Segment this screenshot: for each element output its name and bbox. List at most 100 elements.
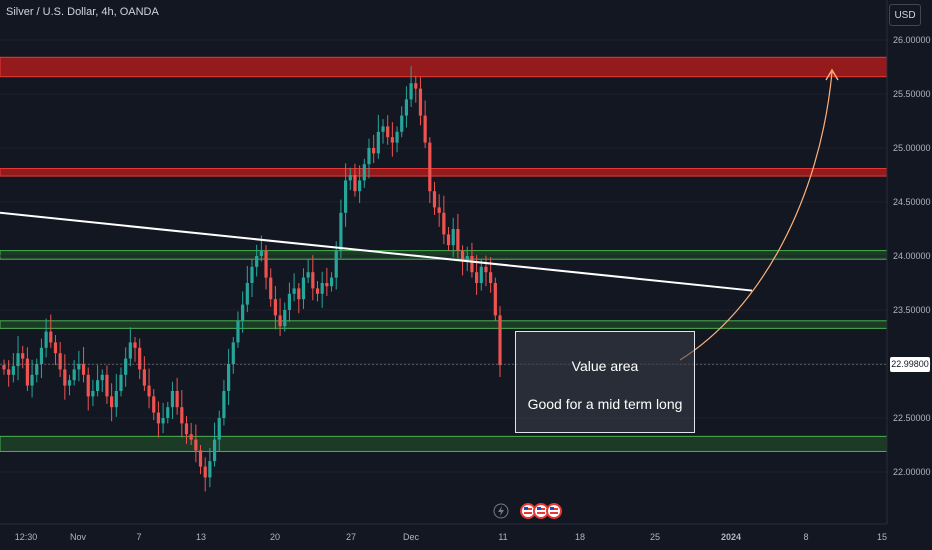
candle-body bbox=[475, 272, 479, 283]
candle-body bbox=[325, 283, 329, 287]
candle-body bbox=[409, 83, 413, 100]
candle-body bbox=[63, 369, 67, 386]
price-tick-label: 26.00000 bbox=[893, 35, 931, 45]
candle-body bbox=[442, 212, 446, 235]
candle-body bbox=[460, 250, 465, 262]
us-flag-icon[interactable] bbox=[520, 503, 536, 519]
us-flag-icon[interactable] bbox=[546, 503, 562, 519]
candle-body bbox=[231, 342, 235, 364]
candle-body bbox=[208, 461, 212, 478]
resistance-zone[interactable] bbox=[0, 168, 888, 177]
currency-button[interactable]: USD bbox=[889, 4, 921, 26]
candle-body bbox=[259, 250, 263, 256]
candle-body bbox=[175, 391, 179, 408]
support-zone[interactable] bbox=[0, 320, 888, 329]
time-tick-label: 20 bbox=[270, 532, 280, 542]
candle-body bbox=[297, 288, 301, 300]
candles-layer bbox=[2, 66, 502, 492]
candle-body bbox=[166, 407, 170, 418]
zones-layer bbox=[0, 56, 888, 452]
candle-body bbox=[110, 396, 114, 408]
candle-body bbox=[428, 142, 432, 192]
candle-body bbox=[180, 407, 184, 424]
price-axis: 26.00000 25.50000 25.00000 24.50000 24.00000… bbox=[893, 35, 931, 477]
flag-stripe bbox=[524, 512, 532, 514]
candle-body bbox=[95, 380, 100, 391]
candle-body bbox=[44, 331, 48, 348]
projection-arrow[interactable] bbox=[679, 71, 833, 361]
time-tick-label: 18 bbox=[575, 532, 585, 542]
candle-body bbox=[264, 250, 268, 278]
chart-title: Silver / U.S. Dollar, 4h, OANDA bbox=[6, 6, 159, 18]
flag-canton bbox=[550, 507, 554, 510]
candle-body bbox=[315, 288, 320, 294]
candle-body bbox=[278, 315, 282, 327]
candle-body bbox=[156, 412, 161, 424]
candle-body bbox=[484, 266, 488, 273]
candle-body bbox=[386, 126, 390, 138]
lightning-bolt-shape bbox=[498, 506, 504, 516]
us-flag-icon[interactable] bbox=[533, 503, 549, 519]
candle-body bbox=[432, 191, 437, 208]
candle-body bbox=[86, 374, 90, 397]
annotation-line-2: Good for a mid term long bbox=[527, 396, 683, 412]
candle-body bbox=[390, 137, 394, 143]
candle-body bbox=[489, 272, 493, 283]
time-tick-label: 27 bbox=[346, 532, 356, 542]
arrow-head-icon bbox=[825, 68, 839, 81]
price-tick-label: 25.50000 bbox=[893, 89, 931, 99]
time-tick-label: 13 bbox=[196, 532, 206, 542]
candle-body bbox=[362, 164, 366, 181]
candle-body bbox=[269, 277, 273, 300]
time-tick-label: 25 bbox=[650, 532, 660, 542]
candle-body bbox=[25, 358, 29, 386]
resistance-zone[interactable] bbox=[0, 56, 888, 78]
candle-body bbox=[465, 256, 469, 262]
candle-body bbox=[30, 374, 34, 386]
candle-body bbox=[339, 212, 343, 251]
candle-body bbox=[372, 148, 376, 154]
candle-body bbox=[241, 304, 245, 321]
price-tick-label: 22.00000 bbox=[893, 467, 931, 477]
candle-body bbox=[100, 374, 104, 381]
candle-body bbox=[21, 353, 25, 359]
candle-body bbox=[236, 320, 240, 343]
candle-body bbox=[250, 266, 254, 283]
candle-body bbox=[212, 439, 217, 462]
candle-body bbox=[273, 299, 277, 316]
candle-body bbox=[400, 115, 404, 132]
candle-body bbox=[16, 353, 20, 367]
price-tick-label: 24.50000 bbox=[893, 197, 931, 207]
value-area-annotation[interactable]: Value area Good for a mid term long bbox=[515, 331, 695, 433]
grid-layer bbox=[0, 39, 887, 473]
flag-canton bbox=[537, 507, 541, 510]
candle-body bbox=[493, 283, 497, 316]
candle-body bbox=[311, 272, 315, 289]
candle-body bbox=[119, 374, 123, 391]
candle-body bbox=[255, 256, 259, 267]
candle-body bbox=[376, 131, 380, 154]
candle-body bbox=[283, 310, 287, 327]
flag-canton bbox=[524, 507, 528, 510]
candle-body bbox=[227, 364, 231, 391]
time-tick-label: 2024 bbox=[721, 532, 741, 542]
candle-body bbox=[414, 83, 418, 89]
lightning-icon[interactable] bbox=[493, 503, 509, 519]
candle-body bbox=[456, 229, 460, 251]
candle-body bbox=[184, 423, 189, 435]
candle-body bbox=[147, 385, 151, 397]
annotation-line-1: Value area bbox=[571, 358, 639, 374]
candle-body bbox=[105, 374, 109, 397]
candle-body bbox=[245, 283, 249, 305]
candle-body bbox=[470, 256, 474, 273]
candle-body bbox=[306, 272, 310, 278]
time-tick-label: 11 bbox=[498, 532, 507, 542]
candle-body bbox=[72, 369, 76, 381]
candle-body bbox=[142, 369, 146, 386]
trendline[interactable] bbox=[0, 211, 753, 292]
candle-body bbox=[161, 418, 165, 424]
price-tick-label: 25.00000 bbox=[893, 143, 931, 153]
support-zone[interactable] bbox=[0, 435, 888, 452]
candle-body bbox=[128, 342, 132, 359]
